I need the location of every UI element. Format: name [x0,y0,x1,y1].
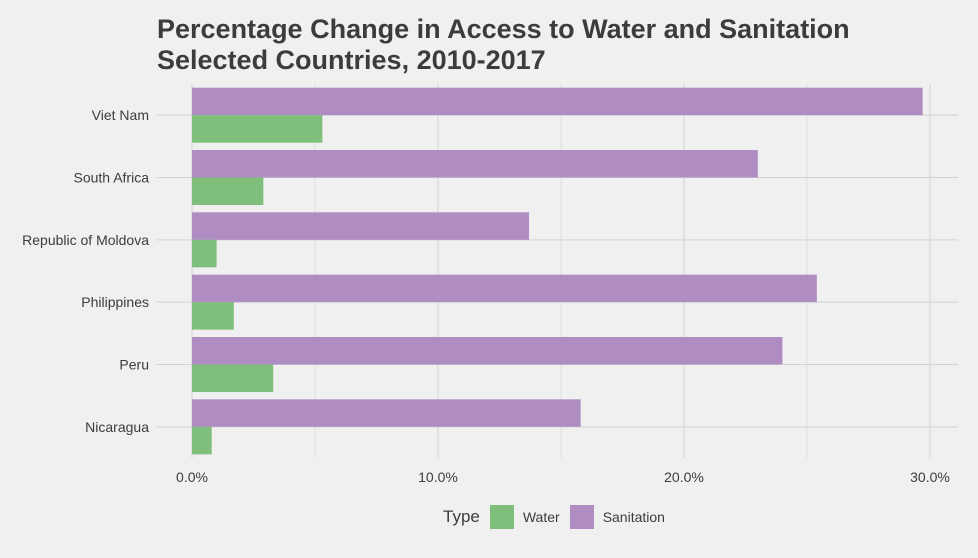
legend-swatch-water [489,505,514,529]
bar-water [192,177,264,205]
bar-sanitation [192,87,923,116]
x-tick-label: 20.0% [664,469,704,485]
chart-title: Percentage Change in Access to Water and… [157,14,850,76]
y-tick-label: Viet Nam [92,107,149,123]
y-tick-label: Nicaragua [85,419,149,435]
bar-sanitation [192,337,783,365]
bar-water [192,239,217,268]
bar-water [192,426,212,455]
legend-item-sanitation: Sanitation [569,505,665,529]
x-tick-label: 10.0% [418,469,458,485]
x-tick-label: 30.0% [910,469,950,485]
legend-item-water: Water [489,505,560,529]
chart-subtitle-line: Selected Countries, 2010-2017 [157,45,546,75]
y-tick-label: Republic of Moldova [22,232,149,248]
bar-sanitation [192,212,530,240]
legend-label-water: Water [522,509,560,525]
y-tick-label: Philippines [81,294,149,310]
bar-sanitation [192,150,758,178]
legend-title: Type [443,507,480,526]
legend-swatch-sanitation [569,505,594,529]
bar-sanitation [192,274,817,303]
bar-water [192,115,323,143]
chart-title-line: Percentage Change in Access to Water and… [157,14,850,44]
x-tick-label: 0.0% [176,469,208,485]
legend: Type Water Sanitation [443,505,675,529]
bar-water [192,364,274,392]
y-tick-label: Peru [119,357,149,373]
bar-sanitation [192,399,581,427]
bar-water [192,302,234,330]
legend-label-sanitation: Sanitation [602,509,665,525]
y-tick-label: South Africa [74,170,150,186]
